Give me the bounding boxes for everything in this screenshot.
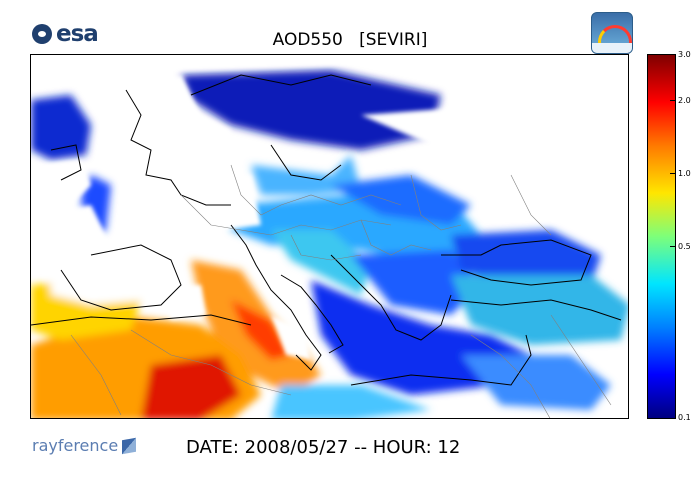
country-borders — [70, 164, 612, 418]
no-data-mask — [31, 55, 628, 360]
colorbar-tick-mark — [670, 54, 676, 55]
colorbar-tick-3-0: 3.0 — [678, 50, 691, 59]
colorbar-tick-mark — [670, 246, 676, 247]
rayference-logo: rayference — [32, 436, 137, 456]
colorbar-tick-0-1: 0.1 — [678, 413, 691, 422]
esa-logo-text: esa — [56, 21, 99, 47]
colorbar-tick-mark — [670, 418, 676, 419]
cube-icon — [122, 437, 137, 455]
aod-colorbar — [647, 54, 676, 419]
esa-logo: esa — [28, 18, 108, 50]
colorbar-tick-mark — [670, 100, 676, 101]
colorbar-tick-0-5: 0.5 — [678, 242, 691, 251]
coastlines — [31, 74, 622, 386]
aod-field — [31, 70, 628, 418]
rayference-logo-text: rayference — [32, 436, 119, 455]
map-title: AOD550 [SEVIRI] — [272, 30, 428, 50]
satellite-logo-icon — [591, 12, 633, 54]
esa-logo-mark — [32, 24, 52, 44]
colorbar-tick-1-0: 1.0 — [678, 169, 691, 178]
colorbar-tick-mark — [670, 173, 676, 174]
aod-map — [30, 54, 629, 419]
colorbar-tick-2-0: 2.0 — [678, 96, 691, 105]
date-hour-label: DATE: 2008/05/27 -- HOUR: 12 — [186, 437, 461, 458]
aod-map-canvas — [31, 55, 628, 418]
